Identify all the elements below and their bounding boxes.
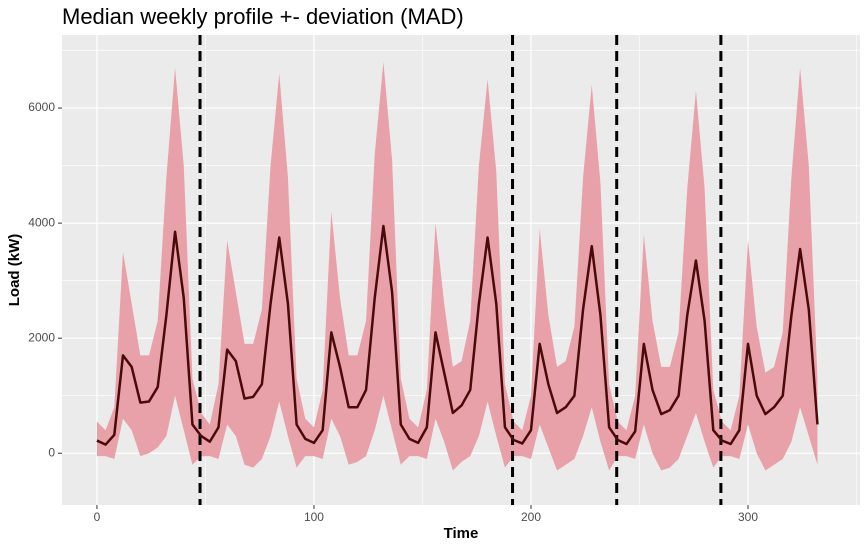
x-tick-label: 300 bbox=[738, 510, 758, 524]
x-tick-label: 0 bbox=[94, 510, 101, 524]
y-tick-label: 0 bbox=[48, 445, 55, 459]
x-tick-label: 200 bbox=[521, 510, 541, 524]
x-axis-label: Time bbox=[444, 525, 479, 542]
median-line bbox=[96, 224, 819, 446]
deviation-band bbox=[96, 62, 818, 471]
y-tick-label: 6000 bbox=[28, 100, 55, 114]
marks bbox=[96, 35, 819, 505]
y-tick-label: 2000 bbox=[28, 330, 55, 344]
chart-title: Median weekly profile +- deviation (MAD) bbox=[62, 4, 464, 29]
x-tick-label: 100 bbox=[304, 510, 324, 524]
y-tick-label: 4000 bbox=[28, 215, 55, 229]
y-axis-label: Load (kW) bbox=[6, 234, 23, 307]
